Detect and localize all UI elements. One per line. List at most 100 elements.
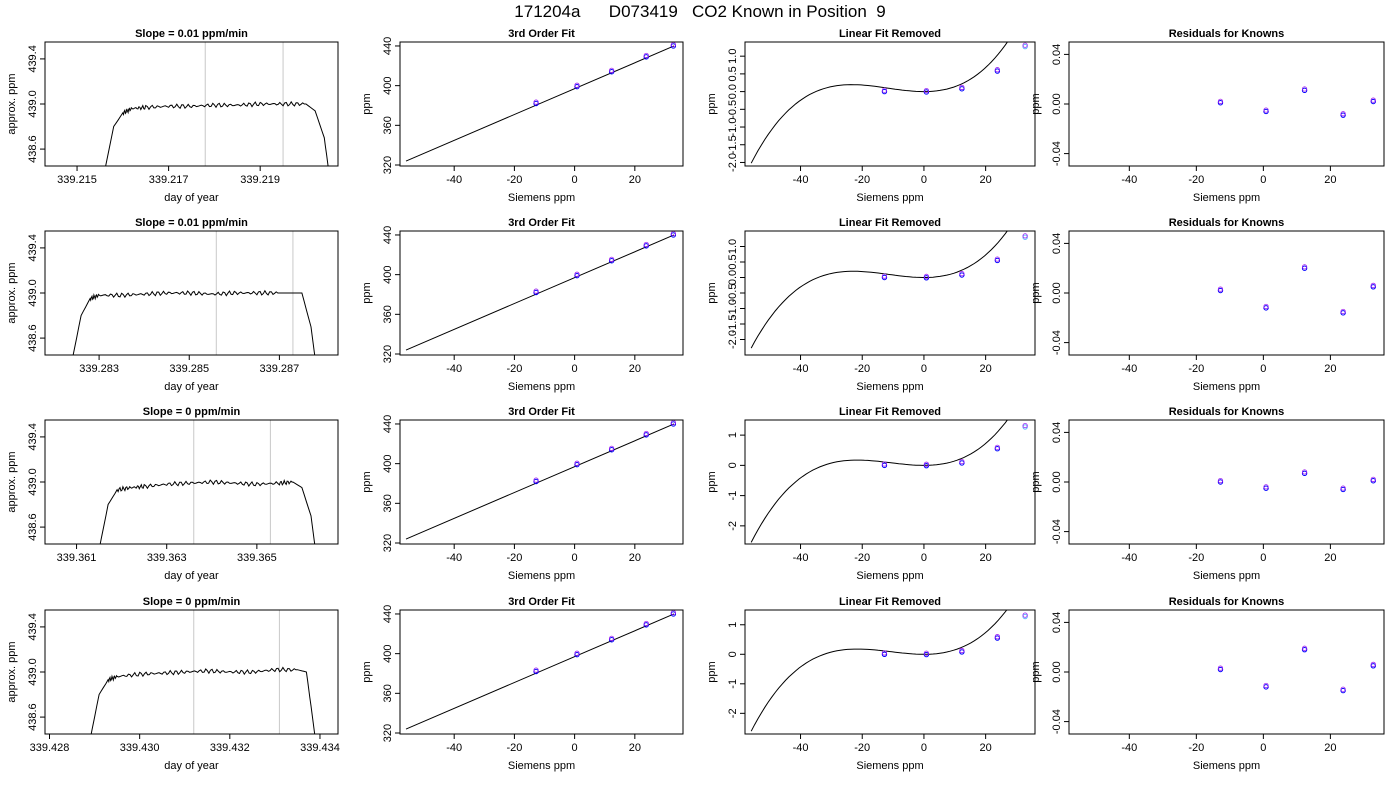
data-point — [1340, 687, 1346, 694]
plot-frame — [44, 419, 339, 545]
y-tick-label: 439.0 — [27, 658, 39, 686]
series-line — [105, 100, 329, 166]
x-tick-label: 20 — [1324, 363, 1336, 375]
data-point — [574, 651, 580, 658]
x-tick-label: 339.434 — [300, 742, 340, 754]
plot-frame — [44, 609, 339, 735]
y-tick-label: 440 — [382, 37, 394, 55]
data-point — [574, 461, 580, 468]
panel-title: Residuals for Knowns — [1169, 596, 1285, 608]
x-tick-label: -40 — [1121, 174, 1137, 186]
data-point — [1370, 284, 1376, 290]
data-point — [574, 83, 580, 90]
y-tick-label: 0.00 — [1051, 282, 1063, 303]
y-tick-label: 440 — [382, 415, 394, 433]
fit-line — [405, 423, 675, 540]
data-point — [1217, 100, 1224, 106]
data-point-duplicate — [994, 634, 1000, 640]
x-tick-label: -20 — [854, 552, 870, 564]
x-tick-label: -20 — [506, 552, 522, 564]
y-tick-label: 0.0 — [727, 270, 739, 285]
plot-area — [750, 420, 1028, 543]
x-tick-label: -40 — [446, 742, 462, 754]
x-tick-label: 20 — [629, 174, 641, 186]
plot-frame — [744, 609, 1036, 735]
data-point-duplicate — [959, 458, 965, 465]
x-tick-label: -20 — [854, 742, 870, 754]
data-point-duplicate — [881, 650, 888, 656]
data-point — [1301, 87, 1308, 94]
plot-area — [105, 42, 329, 166]
data-point — [1301, 470, 1308, 477]
data-point — [533, 289, 539, 296]
panel-r4c4: Residuals for Knowns -40 -20 0 20 -0.04 0.00 0.… — [1030, 596, 1385, 772]
x-tick-label: 20 — [980, 174, 992, 186]
plot-frame — [44, 230, 339, 356]
data-point-duplicate — [1340, 485, 1346, 491]
data-point-duplicate — [643, 620, 649, 627]
data-point-duplicate — [1022, 612, 1028, 618]
x-tick-label: 20 — [629, 552, 641, 564]
x-tick-label: 339.432 — [210, 742, 250, 754]
data-point-duplicate — [1370, 97, 1376, 103]
x-tick-label: 339.217 — [149, 174, 189, 186]
panel-title: Residuals for Knowns — [1169, 28, 1285, 40]
y-tick-label: 400 — [382, 454, 394, 472]
data-point — [1217, 479, 1224, 485]
y-tick-label: 1.0 — [727, 239, 739, 254]
y-tick-label: 0.04 — [1051, 233, 1063, 254]
data-point — [608, 447, 615, 453]
panel-title: 3rd Order Fit — [508, 217, 575, 229]
x-tick-label: 0 — [921, 363, 927, 375]
panel-r3c3: Linear Fit Removed -40 -20 0 20 -2 -1 0 1 Siemens… — [706, 406, 1036, 582]
y-tick-label: 439.0 — [27, 279, 39, 307]
y-tick-label: -1 — [727, 491, 739, 501]
x-tick-label: 20 — [1324, 742, 1336, 754]
x-tick-label: 0 — [572, 363, 578, 375]
data-point-duplicate — [1340, 308, 1346, 315]
plot-area — [405, 231, 677, 351]
data-point — [1217, 666, 1224, 673]
x-axis-label: Siemens ppm — [1193, 760, 1260, 772]
x-tick-label: 20 — [1324, 552, 1336, 564]
plot-area — [750, 231, 1028, 349]
y-tick-label: 438.6 — [27, 703, 39, 731]
y-tick-label: 400 — [382, 265, 394, 283]
x-tick-label: -40 — [793, 742, 809, 754]
data-point — [670, 43, 677, 49]
data-point — [994, 446, 1001, 452]
x-axis-label: Siemens ppm — [508, 381, 575, 393]
panel-r2c3: Linear Fit Removed -40 -20 0 20 -2.0-1.5-1.0-… — [706, 217, 1036, 393]
y-tick-label: -0.04 — [1051, 709, 1063, 734]
data-point — [1340, 310, 1346, 316]
y-tick-label: -2.0 — [727, 153, 739, 172]
x-axis-label: Siemens ppm — [856, 760, 923, 772]
data-point — [533, 100, 539, 107]
panel-title: Linear Fit Removed — [839, 28, 941, 40]
y-tick-label: 360 — [382, 305, 394, 323]
data-point — [1217, 287, 1224, 294]
y-tick-label: 439.4 — [27, 613, 39, 641]
x-tick-label: 339.285 — [169, 363, 209, 375]
y-tick-label: 1 — [727, 432, 739, 438]
y-tick-label: 439.4 — [27, 45, 39, 73]
panel-r1c3: Linear Fit Removed -40 -20 0 20 -2.0-1.5-1.0-… — [706, 28, 1036, 204]
data-point — [1022, 424, 1028, 430]
data-point-duplicate — [881, 87, 888, 93]
y-tick-label: 0 — [727, 651, 739, 657]
y-tick-label: 360 — [382, 684, 394, 702]
y-tick-label: -2 — [727, 521, 739, 531]
data-point — [608, 637, 615, 643]
x-tick-label: 0 — [572, 552, 578, 564]
x-tick-label: -40 — [1121, 552, 1137, 564]
data-point-duplicate — [1217, 665, 1224, 671]
data-point-duplicate — [533, 667, 539, 673]
fit-line — [405, 234, 675, 351]
data-point-duplicate — [1263, 303, 1269, 310]
x-tick-label: -40 — [446, 552, 462, 564]
plot-area — [72, 231, 316, 355]
y-tick-label: 360 — [382, 494, 394, 512]
y-tick-label: 438.6 — [27, 324, 39, 352]
x-tick-label: 339.287 — [260, 363, 300, 375]
x-tick-label: -20 — [1188, 552, 1204, 564]
